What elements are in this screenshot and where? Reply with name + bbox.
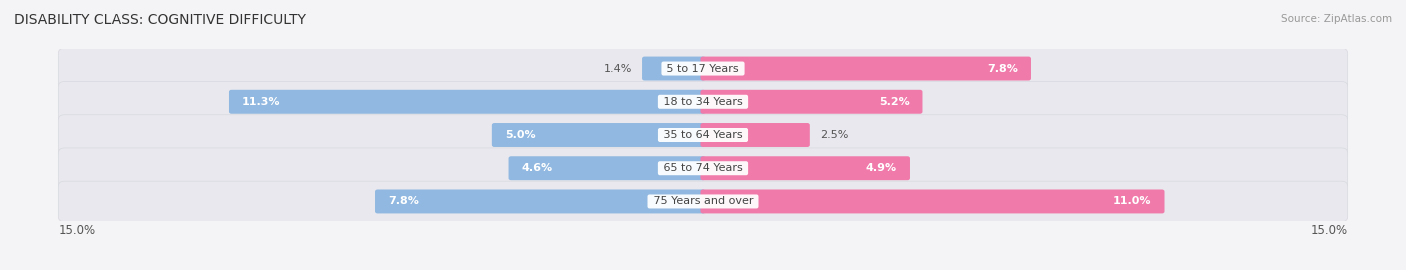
Text: 11.0%: 11.0% xyxy=(1114,197,1152,207)
FancyBboxPatch shape xyxy=(229,90,706,114)
Text: 18 to 34 Years: 18 to 34 Years xyxy=(659,97,747,107)
FancyBboxPatch shape xyxy=(700,90,922,114)
FancyBboxPatch shape xyxy=(700,190,1164,213)
Text: 2.5%: 2.5% xyxy=(820,130,848,140)
Text: DISABILITY CLASS: COGNITIVE DIFFICULTY: DISABILITY CLASS: COGNITIVE DIFFICULTY xyxy=(14,14,307,28)
FancyBboxPatch shape xyxy=(700,123,810,147)
FancyBboxPatch shape xyxy=(58,148,1348,188)
Text: Source: ZipAtlas.com: Source: ZipAtlas.com xyxy=(1281,14,1392,23)
FancyBboxPatch shape xyxy=(58,48,1348,89)
FancyBboxPatch shape xyxy=(700,57,1031,80)
FancyBboxPatch shape xyxy=(58,82,1348,122)
Text: 1.4%: 1.4% xyxy=(603,63,633,73)
Text: 5.0%: 5.0% xyxy=(505,130,536,140)
Text: 35 to 64 Years: 35 to 64 Years xyxy=(659,130,747,140)
Text: 5.2%: 5.2% xyxy=(879,97,910,107)
FancyBboxPatch shape xyxy=(509,156,706,180)
FancyBboxPatch shape xyxy=(58,181,1348,222)
Text: 65 to 74 Years: 65 to 74 Years xyxy=(659,163,747,173)
Text: 7.8%: 7.8% xyxy=(388,197,419,207)
FancyBboxPatch shape xyxy=(58,115,1348,155)
Text: 5 to 17 Years: 5 to 17 Years xyxy=(664,63,742,73)
Text: 11.3%: 11.3% xyxy=(242,97,280,107)
FancyBboxPatch shape xyxy=(492,123,706,147)
Text: 7.8%: 7.8% xyxy=(987,63,1018,73)
Text: 4.9%: 4.9% xyxy=(866,163,897,173)
Text: 4.6%: 4.6% xyxy=(522,163,553,173)
FancyBboxPatch shape xyxy=(375,190,706,213)
Text: 75 Years and over: 75 Years and over xyxy=(650,197,756,207)
FancyBboxPatch shape xyxy=(700,156,910,180)
FancyBboxPatch shape xyxy=(643,57,706,80)
